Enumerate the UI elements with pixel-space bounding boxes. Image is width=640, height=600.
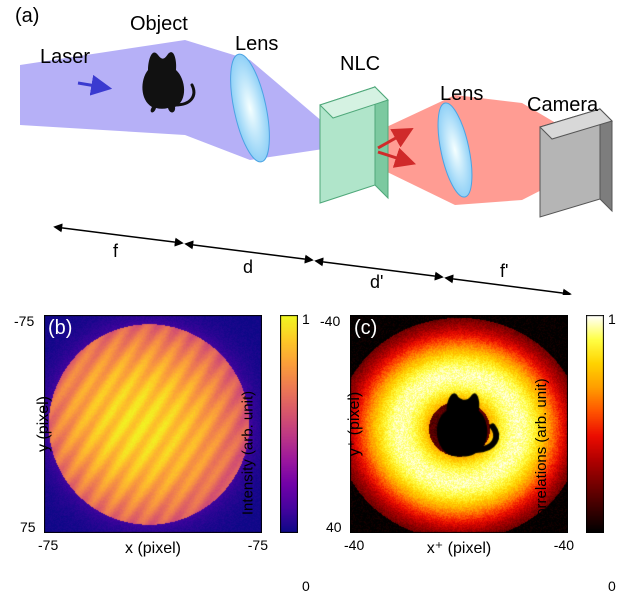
xtick-b-left: -75: [38, 537, 58, 553]
ylabel-b: y (pixel): [35, 396, 53, 452]
ytick-b-top: -75: [14, 313, 34, 329]
cbar-b-label: Intensity (arb. unit): [239, 390, 256, 514]
lens2-label: Lens: [440, 83, 483, 105]
panel-a: (a): [10, 5, 630, 295]
ytick-c-bot: 40: [326, 519, 342, 535]
panel-b-plot: (b) -75 75 -75 -75 x (pixel) y (pixel): [44, 315, 262, 533]
colorbar-b-canvas: [280, 315, 298, 533]
nlc-label: NLC: [340, 53, 380, 75]
cbar-c-label: Correlations (arb. unit): [533, 378, 550, 527]
object-label: Object: [130, 13, 188, 35]
cbar-c-max: 1: [608, 311, 616, 327]
camera-sensor: [540, 109, 612, 217]
ytick-b-bot: 75: [20, 519, 36, 535]
ytick-c-top: -40: [320, 313, 340, 329]
optical-setup-diagram: Laser Object Lens NLC Lens Camera f d d'…: [10, 5, 630, 295]
nlc-crystal: [320, 87, 388, 203]
f-label: f: [113, 241, 119, 261]
distance-f: [55, 227, 182, 243]
ylabel-c: y⁺ (pixel): [344, 392, 364, 456]
f2-label: f': [500, 261, 508, 281]
panel-b: (b) -75 75 -75 -75 x (pixel) y (pixel): [44, 315, 262, 590]
xtick-b-right: -75: [248, 537, 268, 553]
xtick-c-right: -40: [554, 537, 574, 553]
lens1-label: Lens: [235, 33, 278, 55]
colorbar-c: 1 0 Correlations (arb. unit): [586, 315, 604, 590]
cbar-c-min: 0: [608, 578, 616, 594]
panel-b-label: (b): [48, 317, 72, 340]
xlabel-c: x⁺ (pixel): [427, 538, 491, 558]
intensity-image: [44, 315, 262, 533]
d-label: d: [243, 257, 253, 277]
xtick-c-left: -40: [344, 537, 364, 553]
figure-root: (a): [0, 0, 640, 600]
cbar-b-max: 1: [302, 311, 310, 327]
panel-c-label: (c): [354, 317, 377, 340]
colorbar-c-canvas: [586, 315, 604, 533]
colorbar-b: 1 0 Intensity (arb. unit): [280, 315, 298, 590]
xlabel-b: x (pixel): [125, 540, 181, 558]
d2-label: d': [370, 272, 383, 292]
laser-label: Laser: [40, 46, 90, 68]
cbar-b-min: 0: [302, 578, 310, 594]
panel-row-bc: (b) -75 75 -75 -75 x (pixel) y (pixel) 1…: [10, 315, 630, 590]
camera-label: Camera: [527, 94, 599, 116]
